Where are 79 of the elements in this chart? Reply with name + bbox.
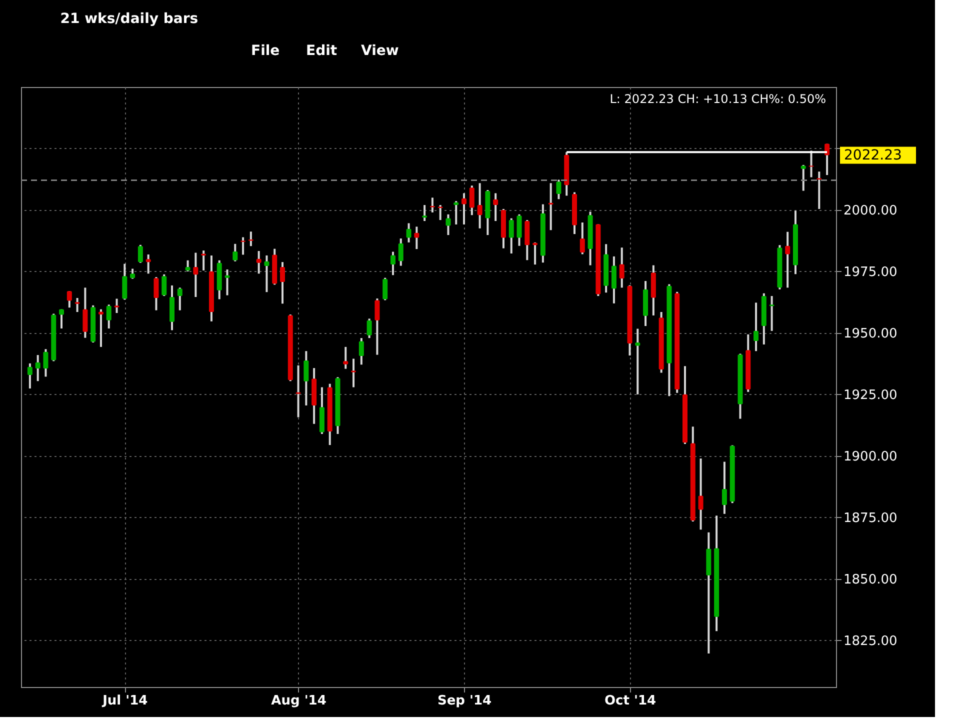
candlestick <box>66 290 72 309</box>
x-tick-label: Oct '14 <box>604 694 656 708</box>
y-tick-label: 1875.00 <box>844 510 898 526</box>
candlestick <box>532 241 538 266</box>
candlestick <box>27 362 32 390</box>
y-tick-label: 1975.00 <box>844 264 898 280</box>
candlestick <box>454 200 459 226</box>
candlestick <box>382 276 388 302</box>
candlestick <box>580 221 585 256</box>
candlestick <box>414 226 420 250</box>
candlestick <box>698 458 704 531</box>
candlestick <box>516 213 522 247</box>
candlestick <box>446 213 451 236</box>
candlestick <box>106 304 112 330</box>
candlestick <box>280 261 285 305</box>
candlestick <box>296 364 301 418</box>
candlestick <box>82 286 88 339</box>
text: File <box>251 43 280 59</box>
candlestick <box>462 192 467 226</box>
x-tick-label: Sep '14 <box>437 694 492 708</box>
candlestick <box>43 348 48 378</box>
candlestick <box>122 262 128 301</box>
candlestick <box>74 296 80 313</box>
text: Edit <box>306 43 338 59</box>
y-tick-label: 2000.00 <box>844 203 898 218</box>
x-tick-label: Jul '14 <box>102 694 148 708</box>
candlestick <box>304 350 309 406</box>
candlestick <box>201 250 206 272</box>
candlestick <box>800 164 806 192</box>
text: View <box>361 43 399 59</box>
candlestick <box>824 142 830 176</box>
candlestick <box>114 298 120 314</box>
candlestick <box>619 246 624 289</box>
candlestick <box>366 318 372 340</box>
candlestick <box>130 268 136 280</box>
candlestick <box>240 236 246 256</box>
candlestick <box>224 268 230 296</box>
candlestick <box>193 252 198 298</box>
candlestick <box>185 259 190 272</box>
candlestick <box>162 273 167 298</box>
candlestick <box>754 302 759 352</box>
candlestick <box>785 230 790 289</box>
x-tick-label: Aug '14 <box>271 694 326 708</box>
y-tick-label: 1950.00 <box>844 326 898 342</box>
candlestick <box>477 182 482 230</box>
candlestick <box>59 308 64 330</box>
candlestick <box>406 222 412 244</box>
y-tick-label: 1925.00 <box>844 388 898 403</box>
candlestick <box>808 150 814 178</box>
candlestick <box>146 253 151 275</box>
chart-title: 21 wks/daily bars <box>60 11 198 27</box>
candlestick <box>611 255 616 304</box>
candlestick <box>769 295 774 332</box>
annotation: L: 2022.23 CH: +10.13 CH%: 0.50% <box>610 92 826 106</box>
candlestick <box>232 242 238 262</box>
candlestick <box>374 297 380 356</box>
candlestick <box>635 328 640 396</box>
candlestick <box>35 354 40 382</box>
candlestick <box>556 178 562 200</box>
candlestick <box>343 346 348 370</box>
candlestick <box>469 184 474 216</box>
candlestick <box>816 170 822 210</box>
candlestick <box>398 237 404 267</box>
candlestick <box>508 217 514 254</box>
candlestick <box>722 460 727 515</box>
text: 2022.23 <box>844 147 902 164</box>
candlestick <box>98 308 104 348</box>
candlestick <box>390 250 396 276</box>
candlestick <box>154 276 159 312</box>
candlestick <box>264 254 270 294</box>
y-tick-label: 1900.00 <box>844 449 898 464</box>
candlestick <box>358 337 364 366</box>
candlestick <box>138 244 143 264</box>
candlestick <box>177 286 182 312</box>
candlestick <box>256 250 262 275</box>
y-tick-label: 1825.00 <box>844 634 898 649</box>
y-tick-label: 1850.00 <box>844 572 898 588</box>
candlestick <box>493 192 498 222</box>
candlestick <box>422 204 428 222</box>
